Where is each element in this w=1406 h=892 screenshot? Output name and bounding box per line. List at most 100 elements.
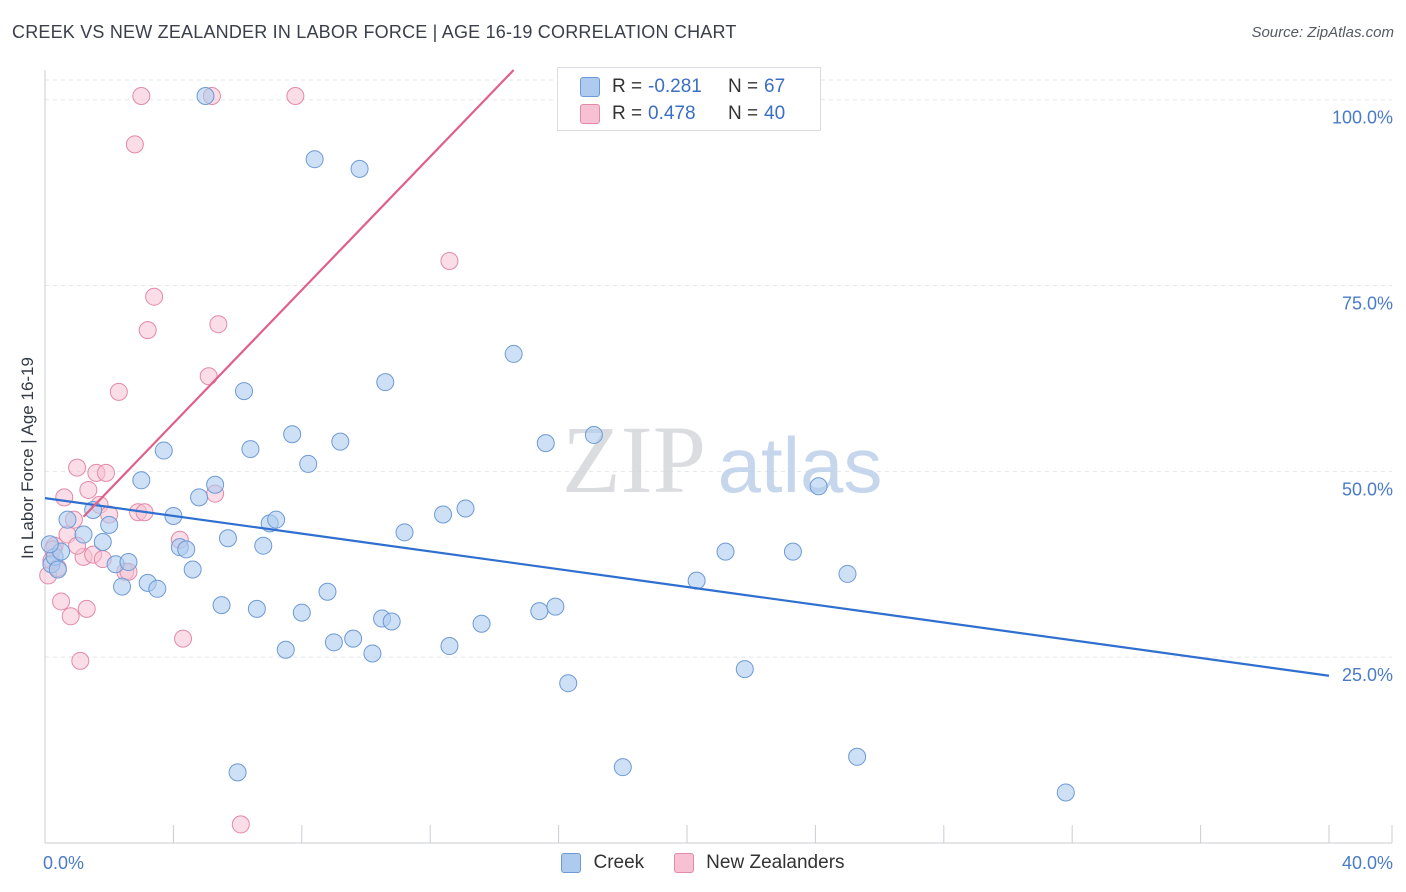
creek-point bbox=[472, 614, 491, 633]
creek-point bbox=[809, 477, 828, 496]
creek-point bbox=[530, 602, 549, 621]
creek-point bbox=[40, 535, 59, 554]
creek-point bbox=[48, 560, 67, 579]
creek-point bbox=[350, 159, 369, 178]
nz-r-label: R = bbox=[612, 103, 643, 124]
gridlines bbox=[45, 79, 1392, 658]
watermark-zip: ZIP bbox=[562, 406, 706, 513]
y-tick-labels: 25.0% 50.0% 75.0% 100.0% bbox=[1332, 108, 1393, 685]
creek-point bbox=[190, 488, 209, 507]
creek-point bbox=[100, 515, 119, 534]
nz-r-value: 0.478 bbox=[648, 103, 696, 124]
creek-point bbox=[395, 523, 414, 542]
nz-point bbox=[125, 135, 144, 154]
creek-point bbox=[119, 553, 138, 572]
creek-point bbox=[848, 747, 867, 766]
creek-point bbox=[584, 425, 603, 444]
creek-point bbox=[132, 471, 151, 490]
creek-points bbox=[40, 87, 1075, 802]
creek-r-value: -0.281 bbox=[648, 76, 702, 97]
y-tick-label: 100.0% bbox=[1332, 108, 1393, 128]
creek-point bbox=[318, 582, 337, 601]
nz-points bbox=[39, 87, 459, 834]
creek-point bbox=[536, 434, 555, 453]
creek-point bbox=[177, 540, 196, 559]
nz-point bbox=[77, 599, 96, 618]
creek-point bbox=[546, 597, 565, 616]
creek-n-value: 67 bbox=[764, 76, 786, 97]
creek-point bbox=[440, 637, 459, 656]
nz-point bbox=[231, 815, 250, 834]
nz-point bbox=[440, 252, 459, 271]
nz-swatch bbox=[580, 104, 600, 124]
creek-point bbox=[74, 525, 93, 544]
creek-r-label: R = bbox=[612, 76, 643, 97]
nz-point bbox=[209, 315, 228, 334]
creek-point bbox=[283, 425, 302, 444]
creek-point bbox=[324, 633, 343, 652]
creek-point bbox=[183, 560, 202, 579]
nz-point bbox=[79, 480, 98, 499]
nz-n-label: N = bbox=[728, 103, 759, 124]
nz-point bbox=[132, 87, 151, 106]
creek-point bbox=[299, 454, 318, 473]
nz-trend-line bbox=[82, 69, 515, 518]
nz-point bbox=[68, 458, 87, 477]
creek-point bbox=[783, 542, 802, 561]
source-label: Source: ZipAtlas.com bbox=[1251, 24, 1394, 41]
creek-point bbox=[504, 344, 523, 363]
creek-trend-line bbox=[44, 497, 1330, 677]
creek-point bbox=[93, 532, 112, 551]
legend-item-nz[interactable]: New Zealanders bbox=[674, 852, 845, 874]
creek-point bbox=[559, 674, 578, 693]
creek-point bbox=[154, 441, 173, 460]
y-axis-label: In Labor Force | Age 16-19 bbox=[18, 357, 37, 559]
legend-row-creek: R = -0.281 N = 67 bbox=[580, 74, 785, 100]
creek-point bbox=[716, 542, 735, 561]
watermark-atlas: atlas bbox=[718, 421, 883, 509]
legend-row-nz: R = 0.478 N = 40 bbox=[580, 101, 785, 127]
creek-point bbox=[206, 475, 225, 494]
nz-point bbox=[96, 463, 115, 482]
creek-legend-label: Creek bbox=[593, 852, 645, 873]
creek-point bbox=[148, 579, 167, 598]
creek-point bbox=[212, 596, 231, 615]
creek-point bbox=[196, 87, 215, 106]
x-tick-labels: 0.0% 40.0% bbox=[43, 853, 1393, 873]
nz-point bbox=[55, 488, 74, 507]
creek-point bbox=[292, 603, 311, 622]
nz-point bbox=[138, 321, 157, 340]
creek-point bbox=[235, 382, 254, 401]
creek-point bbox=[382, 612, 401, 631]
creek-point bbox=[247, 599, 266, 618]
y-tick-label: 25.0% bbox=[1342, 665, 1393, 685]
creek-point bbox=[267, 510, 286, 529]
creek-point bbox=[613, 758, 632, 777]
nz-point bbox=[71, 651, 90, 670]
creek-point bbox=[376, 373, 395, 392]
creek-swatch bbox=[580, 77, 600, 97]
creek-point bbox=[344, 629, 363, 648]
nz-point bbox=[286, 87, 305, 106]
creek-point bbox=[331, 432, 350, 451]
creek-point bbox=[838, 564, 857, 583]
nz-point bbox=[61, 607, 80, 626]
nz-point bbox=[145, 287, 164, 306]
creek-legend-swatch bbox=[561, 853, 582, 873]
creek-point bbox=[254, 536, 273, 555]
nz-legend-label: New Zealanders bbox=[706, 852, 845, 873]
nz-legend-swatch bbox=[674, 853, 695, 873]
nz-point bbox=[174, 629, 193, 648]
y-tick-label: 50.0% bbox=[1342, 479, 1393, 499]
nz-point bbox=[109, 382, 128, 401]
creek-point bbox=[456, 499, 475, 518]
creek-point bbox=[113, 577, 132, 596]
creek-point bbox=[1056, 783, 1075, 802]
stats-legend: R = -0.281 N = 67 R = 0.478 N = 40 bbox=[557, 67, 821, 131]
creek-point bbox=[241, 440, 260, 459]
trend-lines bbox=[44, 69, 1330, 677]
nz-point bbox=[52, 592, 71, 611]
legend-item-creek[interactable]: Creek bbox=[561, 852, 644, 874]
x-tick-label: 0.0% bbox=[43, 853, 84, 873]
